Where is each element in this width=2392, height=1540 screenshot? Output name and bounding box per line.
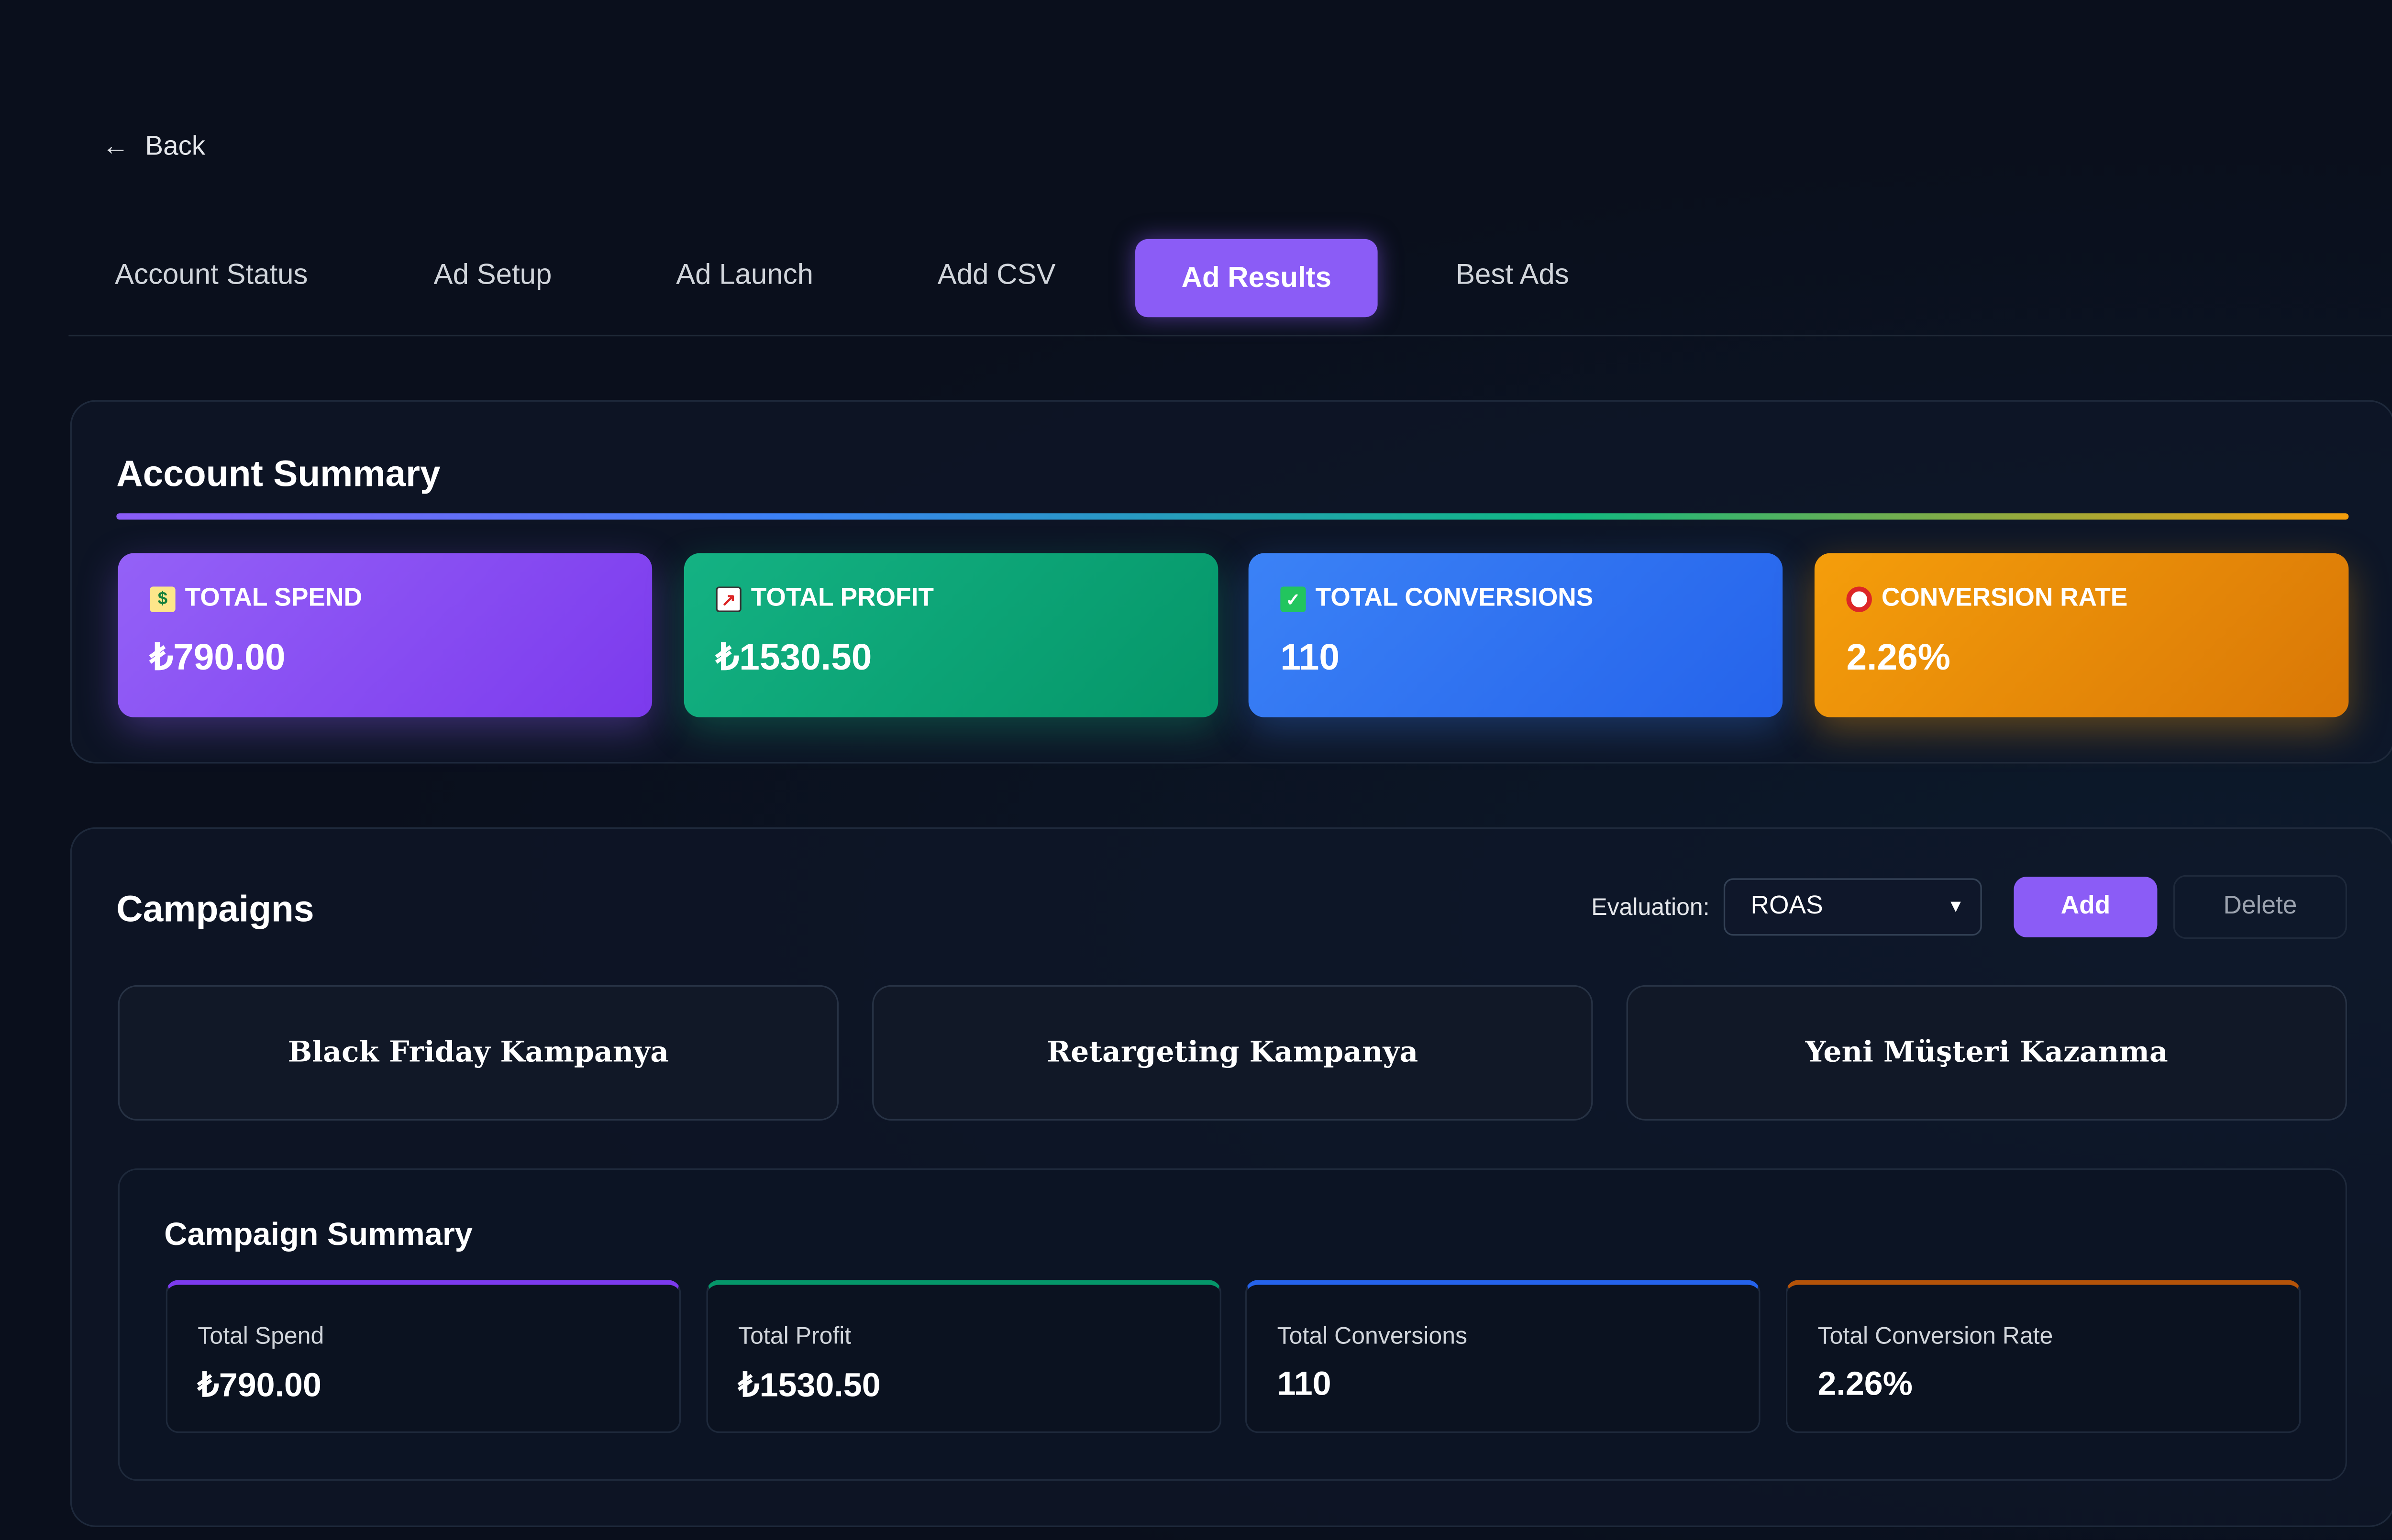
back-button[interactable]: ← Back [102, 131, 205, 163]
chart-increasing-icon: ↗ [716, 586, 742, 612]
conversion-rate-card: CONVERSION RATE 2.26% [1814, 553, 2349, 717]
summary-total-profit: Total Profit ₺1530.50 [706, 1280, 1222, 1433]
account-summary-title: Account Summary [116, 452, 441, 495]
total-profit-card: ↗ TOTAL PROFIT ₺1530.50 [684, 553, 1218, 717]
card-label: TOTAL SPEND [185, 585, 362, 612]
card-value: ₺1530.50 [716, 636, 872, 678]
card-label: CONVERSION RATE [1881, 585, 2128, 612]
money-with-wings-icon: $ [150, 586, 176, 612]
card-label: TOTAL PROFIT [751, 585, 934, 612]
summary-value: 110 [1277, 1366, 1331, 1403]
card-value: 110 [1280, 636, 1340, 678]
campaign-yeni-musteri[interactable]: Yeni Müşteri Kazanma [1626, 985, 2348, 1121]
divider [68, 334, 2392, 337]
chevron-down-icon: ▼ [1947, 897, 1965, 917]
summary-total-conversions: Total Conversions 110 [1245, 1280, 1761, 1433]
card-value: 2.26% [1846, 636, 1950, 678]
tab-account-status[interactable]: Account Status [114, 258, 308, 290]
evaluation-label: Evaluation: [1591, 894, 1710, 922]
summary-conversion-rate: Total Conversion Rate 2.26% [1785, 1280, 2301, 1433]
summary-label: Total Conversion Rate [1817, 1323, 2053, 1350]
tab-ad-setup[interactable]: Ad Setup [433, 258, 552, 290]
summary-label: Total Spend [198, 1323, 324, 1350]
add-button[interactable]: Add [2014, 877, 2158, 937]
total-spend-card: $ TOTAL SPEND ₺790.00 [118, 553, 653, 717]
campaign-summary-title: Campaign Summary [164, 1218, 473, 1253]
card-label: TOTAL CONVERSIONS [1315, 585, 1594, 612]
tab-ad-results[interactable]: Ad Results [1135, 239, 1378, 318]
evaluation-select[interactable]: ROAS ▼ [1723, 878, 1982, 936]
campaign-retargeting[interactable]: Retargeting Kampanya [872, 985, 1593, 1121]
campaign-black-friday[interactable]: Black Friday Kampanya [118, 985, 839, 1121]
summary-value: ₺1530.50 [738, 1367, 881, 1405]
card-value: ₺790.00 [150, 636, 286, 678]
summary-total-spend: Total Spend ₺790.00 [166, 1280, 681, 1433]
target-icon [1846, 586, 1872, 612]
check-mark-icon: ✓ [1280, 586, 1306, 612]
tab-add-csv[interactable]: Add CSV [937, 258, 1056, 290]
summary-label: Total Conversions [1277, 1323, 1468, 1350]
delete-button[interactable]: Delete [2173, 875, 2348, 939]
summary-value: 2.26% [1817, 1366, 1913, 1403]
evaluation-value: ROAS [1750, 892, 1823, 920]
total-conversions-card: ✓ TOTAL CONVERSIONS 110 [1248, 553, 1783, 717]
back-label: Back [145, 131, 206, 161]
summary-value: ₺790.00 [198, 1367, 321, 1405]
tab-best-ads[interactable]: Best Ads [1455, 258, 1569, 290]
summary-label: Total Profit [738, 1323, 852, 1350]
campaigns-title: Campaigns [116, 888, 314, 930]
gradient-divider [116, 513, 2349, 520]
arrow-left-icon: ← [102, 131, 129, 161]
tab-ad-launch[interactable]: Ad Launch [676, 258, 814, 290]
